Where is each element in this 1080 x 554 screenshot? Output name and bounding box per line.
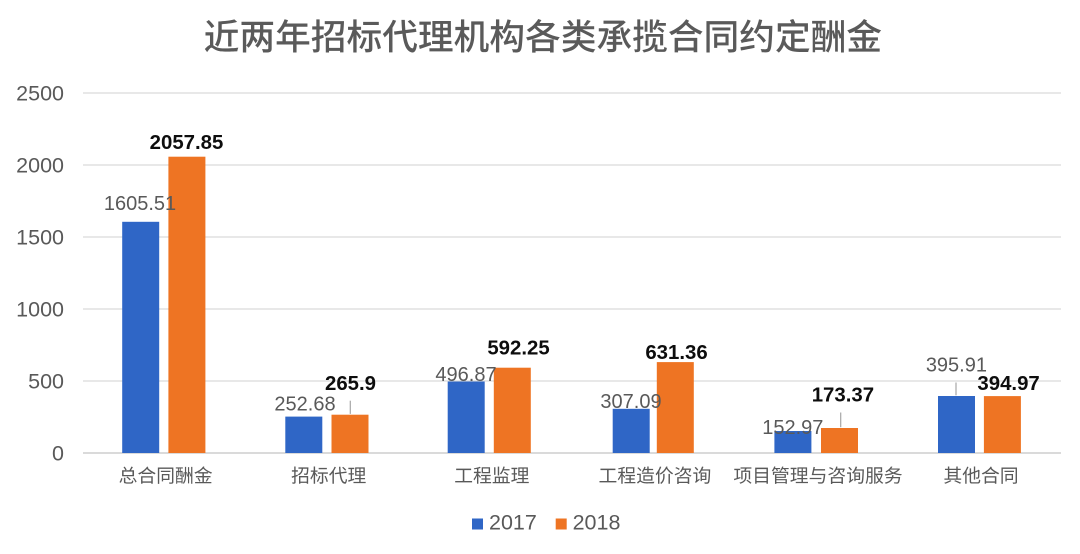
svg-text:173.37: 173.37: [812, 385, 874, 407]
svg-text:252.68: 252.68: [274, 394, 335, 416]
svg-text:2018: 2018: [573, 511, 621, 535]
svg-text:265.9: 265.9: [325, 373, 376, 395]
svg-text:2057.85: 2057.85: [150, 132, 224, 154]
svg-text:395.91: 395.91: [926, 355, 987, 377]
svg-text:592.25: 592.25: [487, 338, 549, 360]
svg-text:500: 500: [28, 370, 64, 394]
svg-text:2017: 2017: [489, 511, 537, 535]
svg-text:496.87: 496.87: [435, 364, 496, 386]
svg-text:1500: 1500: [16, 226, 64, 250]
svg-text:307.09: 307.09: [600, 391, 661, 413]
svg-text:152.97: 152.97: [762, 417, 823, 439]
svg-text:2000: 2000: [16, 154, 64, 178]
svg-text:0: 0: [52, 442, 64, 466]
svg-text:631.36: 631.36: [645, 342, 707, 364]
svg-text:1000: 1000: [16, 298, 64, 322]
svg-text:1605.51: 1605.51: [104, 193, 176, 215]
svg-text:394.97: 394.97: [977, 373, 1039, 395]
svg-text:2500: 2500: [16, 82, 64, 106]
